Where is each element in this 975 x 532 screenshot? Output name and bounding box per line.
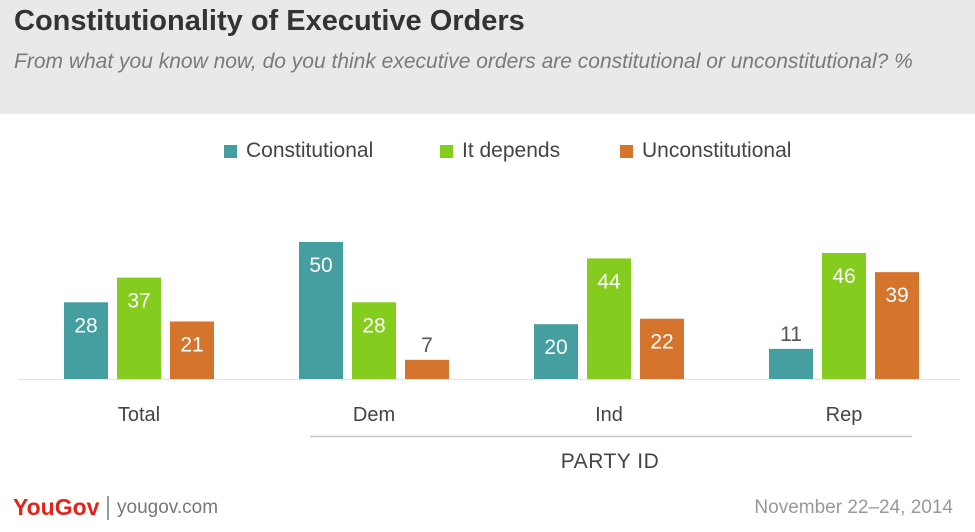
data-label-dem-unconstitutional: 7 [421, 334, 433, 357]
data-label-dem-it-depends: 28 [362, 314, 385, 337]
legend-item-it-depends: It depends [440, 139, 560, 163]
bar-rep-unconstitutional [875, 272, 919, 379]
header-band: Constitutionality of Executive Orders Fr… [0, 0, 975, 114]
bar-ind-unconstitutional [640, 318, 684, 379]
bar-rep-it-depends [822, 252, 866, 379]
data-label-total-it-depends: 37 [127, 290, 150, 313]
yougov-logo: YouGov [13, 494, 100, 520]
footer-date: November 22–24, 2014 [754, 497, 953, 518]
footer-divider [107, 496, 109, 520]
data-label-dem-constitutional: 50 [309, 254, 332, 277]
data-label-rep-constitutional: 11 [780, 323, 802, 346]
category-label-ind: Ind [595, 404, 623, 426]
legend-item-constitutional: Constitutional [224, 139, 373, 163]
bar-total-unconstitutional [170, 321, 214, 379]
chart-title: Constitutionality of Executive Orders [14, 5, 525, 37]
bar-dem-constitutional [299, 242, 343, 379]
data-label-total-unconstitutional: 21 [180, 333, 203, 356]
legend-swatch-it-depends [440, 144, 453, 158]
bar-total-constitutional [64, 302, 108, 379]
footer-url: yougov.com [117, 497, 219, 518]
data-label-ind-it-depends: 44 [597, 270, 621, 293]
chart-subtitle: From what you know now, do you think exe… [14, 50, 913, 73]
category-label-total: Total [118, 404, 160, 426]
bar-dem-unconstitutional [405, 359, 449, 379]
category-label-rep: Rep [826, 404, 863, 426]
bar-dem-it-depends [352, 302, 396, 379]
legend-item-unconstitutional: Unconstitutional [620, 139, 791, 163]
legend: Constitutional [224, 137, 373, 165]
data-label-total-constitutional: 28 [74, 314, 97, 337]
bar-ind-it-depends [587, 258, 631, 379]
bar-total-it-depends [117, 277, 161, 379]
bar-rep-constitutional [769, 348, 813, 379]
legend-label-it-depends: It depends [462, 139, 561, 162]
data-label-ind-unconstitutional: 22 [650, 331, 673, 354]
data-label-rep-it-depends: 46 [832, 265, 855, 288]
bar-ind-constitutional [534, 324, 578, 379]
legend: Unconstitutional [620, 137, 791, 165]
legend-swatch-unconstitutional [620, 144, 633, 158]
data-label-ind-constitutional: 20 [544, 336, 567, 359]
data-label-rep-unconstitutional: 39 [885, 284, 908, 307]
category-label-dem: Dem [353, 404, 395, 426]
legend-label-constitutional: Constitutional [246, 139, 374, 162]
party-id-label: PARTY ID [561, 450, 660, 473]
legend-label-unconstitutional: Unconstitutional [642, 139, 792, 162]
legend: It depends [440, 137, 560, 165]
legend-swatch-constitutional [224, 144, 237, 158]
